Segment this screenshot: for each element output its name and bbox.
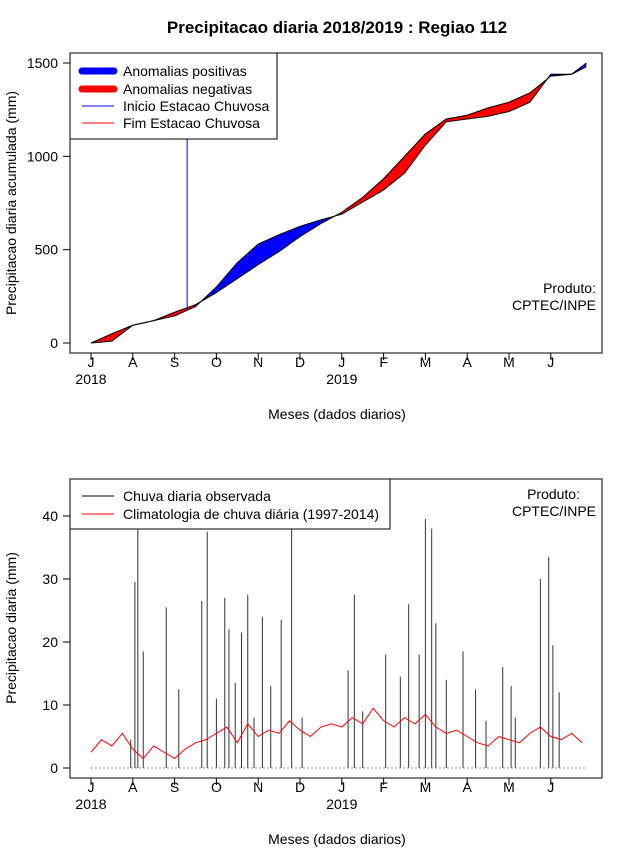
observed-bars	[130, 519, 560, 768]
x-tick-label: J	[338, 779, 345, 795]
x-tick-label: A	[463, 354, 473, 370]
x-tick-label: M	[420, 354, 432, 370]
y-axis: 0 10 20 30 40	[42, 508, 71, 776]
producer-note: Produto:	[527, 486, 580, 502]
y-tick-label: 1500	[27, 55, 58, 71]
x-tick-label: J	[338, 354, 345, 370]
climatology-line	[90, 707, 583, 760]
y-tick-label: 30	[42, 571, 58, 587]
legend-box	[69, 478, 391, 530]
legend-label-positive: Anomalias positivas	[123, 63, 247, 79]
y-tick-label: 1000	[27, 148, 58, 164]
legend-label-season-start: Inicio Estacao Chuvosa	[123, 98, 270, 114]
x-tick-label: S	[170, 779, 179, 795]
producer-note-org: CPTEC/INPE	[512, 297, 596, 313]
y-tick-label: 0	[50, 335, 58, 351]
legend-label-observed: Chuva diaria observada	[123, 488, 271, 504]
x-axis-label: Meses (dados diarios)	[268, 831, 406, 847]
observed-cumulative-line	[90, 62, 587, 344]
y-axis-label: Precipitacao diaria acumulada (mm)	[3, 91, 19, 315]
producer-note-org: CPTEC/INPE	[512, 503, 596, 519]
negative-anomaly-area	[334, 78, 548, 217]
x-tick-label: F	[379, 779, 388, 795]
x-tick-label: M	[503, 779, 515, 795]
x-tick-label: M	[420, 779, 432, 795]
legend: Chuva diaria observada Climatologia de c…	[69, 478, 391, 530]
x-tick-label: O	[211, 779, 222, 795]
year-label: 2019	[326, 796, 357, 812]
y-axis: 0 500 1000 1500	[27, 55, 71, 351]
x-tick-label: A	[128, 779, 138, 795]
legend-box	[69, 52, 278, 140]
x-tick-label: F	[379, 354, 388, 370]
year-label: 2018	[75, 796, 106, 812]
x-tick-label: S	[170, 354, 179, 370]
producer-note: Produto:	[543, 280, 596, 296]
legend: Anomalias positivas Anomalias negativas …	[69, 52, 278, 140]
x-tick-label: J	[547, 779, 554, 795]
x-tick-label: N	[253, 354, 263, 370]
legend-label-season-end: Fim Estacao Chuvosa	[123, 115, 260, 131]
x-axis-label: Meses (dados diarios)	[268, 406, 406, 422]
legend-label-climatology: Climatologia de chuva diária (1997-2014)	[123, 506, 379, 522]
x-tick-label: J	[547, 354, 554, 370]
x-tick-label: D	[295, 779, 305, 795]
x-tick-label: A	[128, 354, 138, 370]
x-tick-label: J	[88, 779, 95, 795]
x-tick-label: N	[253, 779, 263, 795]
x-tick-label: J	[88, 354, 95, 370]
cumulative-lines	[90, 62, 587, 344]
x-tick-label: D	[295, 354, 305, 370]
x-tick-label: M	[503, 354, 515, 370]
x-tick-label: O	[211, 354, 222, 370]
y-tick-label: 20	[42, 634, 58, 650]
y-axis-label: Precipitacao diaria (mm)	[3, 552, 19, 704]
y-tick-label: 10	[42, 697, 58, 713]
y-tick-label: 40	[42, 508, 58, 524]
climatology-cumulative-line	[90, 66, 587, 344]
chart-title: Precipitacao diaria 2018/2019 : Regiao 1…	[167, 18, 507, 37]
legend-label-negative: Anomalias negativas	[123, 81, 252, 97]
y-tick-label: 0	[50, 760, 58, 776]
year-label: 2018	[75, 371, 106, 387]
y-tick-label: 500	[35, 242, 59, 258]
year-label: 2019	[326, 371, 357, 387]
x-tick-label: A	[463, 779, 473, 795]
